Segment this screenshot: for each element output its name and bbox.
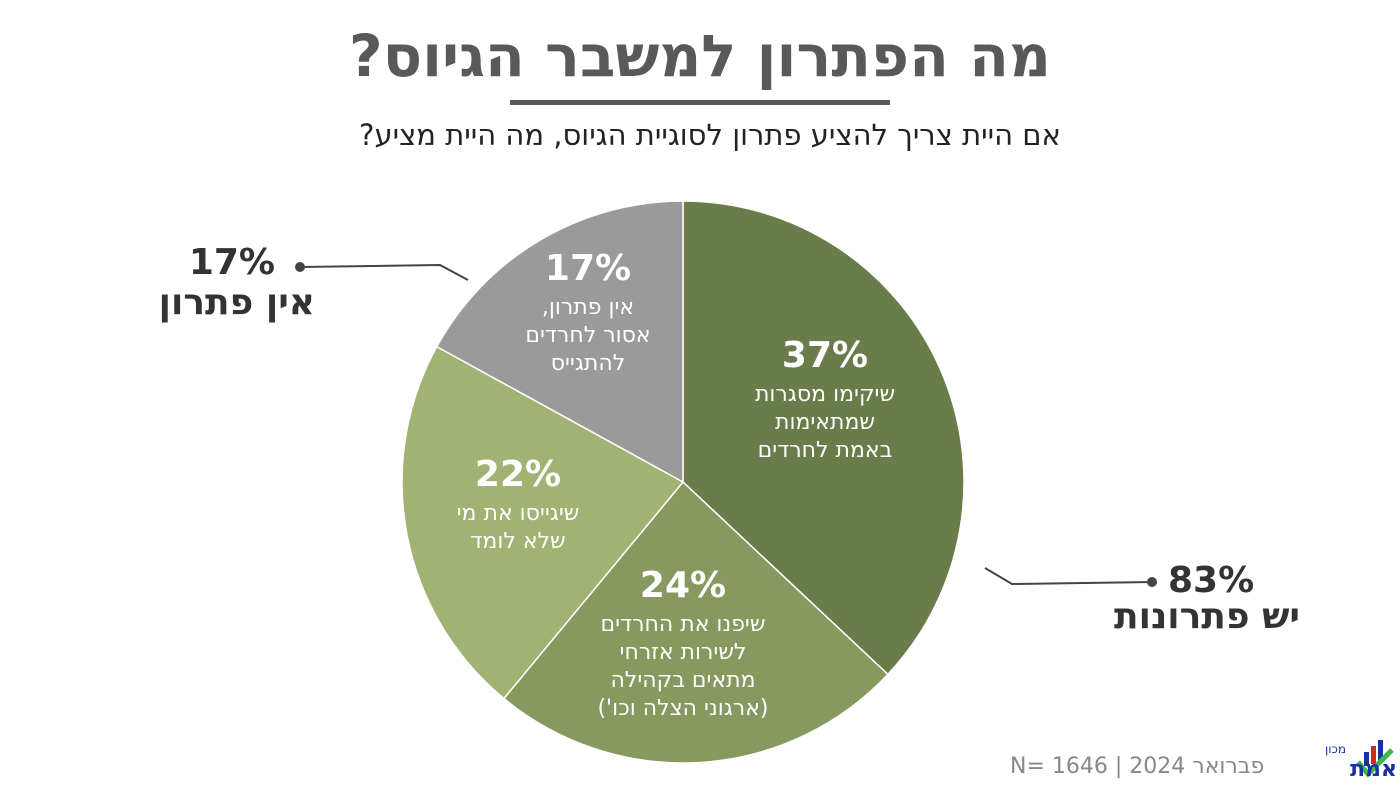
slice-value-label: 37%: [782, 335, 868, 376]
annotation-label-solutions: יש פתרונות: [1114, 596, 1300, 637]
callout-dot-solutions: [1147, 577, 1157, 587]
logo: מכון נתוני אמת: [1258, 738, 1400, 787]
slice-category-label: שיגייסו את מי: [457, 501, 580, 526]
annotation-pct-solutions: 83%: [1168, 560, 1255, 601]
chart-title: מה הפתרון למשבר הגיוס?: [349, 22, 1051, 90]
logo-small-text: מכון: [1325, 742, 1346, 756]
slice-category-label: שמתאימות: [775, 410, 875, 435]
slice-category-label: (ארגוני הצלה וכו'): [597, 696, 768, 721]
pie-slice: [682, 200, 965, 676]
slice-category-label: שיקימו מסגרות: [755, 382, 895, 407]
slice-category-label: אסור לחרדים: [525, 323, 650, 348]
pie-slice: [502, 480, 889, 764]
slice-category-label: להתגייס: [551, 351, 626, 376]
slice-category-label: שיפנו את החרדים: [601, 612, 766, 637]
slice-category-label: אין פתרון,: [542, 295, 634, 320]
slice-category-label: מתאים בקהילה: [610, 668, 755, 693]
annotation-pct-no-solution: 17%: [188, 242, 275, 283]
annotation-label-no-solution: אין פתרון: [158, 282, 315, 323]
callout-line-solutions: [984, 567, 1153, 586]
slice-value-label: 24%: [640, 565, 726, 606]
pie-slice: [435, 200, 684, 484]
title-underline: [510, 100, 890, 105]
callout-line-no-solution: [299, 263, 469, 281]
slice-category-label: באמת לחרדים: [758, 438, 893, 463]
footer-meta: פברואר 2024 | N= 1646: [1010, 754, 1265, 779]
slice-category-label: שלא לומד: [470, 529, 565, 554]
logo-name: נתוני אמת: [1350, 757, 1398, 782]
pie-slice: [401, 345, 685, 700]
slice-category-label: לשירות אזרחי: [620, 640, 747, 665]
callout-dot-no-solution: [295, 262, 305, 272]
slice-value-label: 22%: [475, 454, 561, 495]
chart-subtitle: אם היית צריך להציע פתרון לסוגיית הגיוס, …: [359, 118, 1061, 152]
slice-value-label: 17%: [545, 248, 631, 289]
